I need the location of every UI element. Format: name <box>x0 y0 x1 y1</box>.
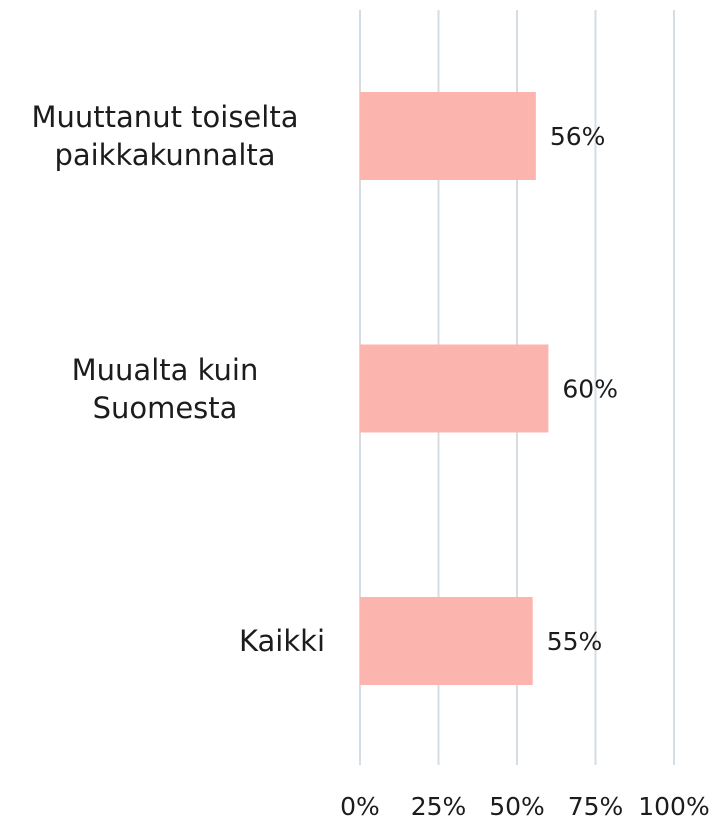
bar <box>360 344 549 433</box>
value-label: 56% <box>550 122 606 151</box>
bar <box>360 92 536 180</box>
value-label: 55% <box>547 627 603 656</box>
x-tick-label: 75% <box>568 792 624 821</box>
category-label: Kaikki <box>239 624 325 658</box>
category-label-box: Kaikki <box>5 622 325 660</box>
x-tick-label: 0% <box>340 792 380 821</box>
category-label-box: Muuttanut toiselta paikkakunnalta <box>5 98 325 174</box>
value-label: 60% <box>562 375 618 404</box>
x-tick-label: 50% <box>489 792 545 821</box>
x-tick-label: 100% <box>638 792 709 821</box>
category-label: Muuttanut toiselta paikkakunnalta <box>31 100 299 172</box>
category-label-box: Muualta kuin Suomesta <box>5 351 325 427</box>
bar <box>360 597 533 685</box>
category-label: Muualta kuin Suomesta <box>71 352 259 425</box>
x-tick-label: 25% <box>411 792 467 821</box>
